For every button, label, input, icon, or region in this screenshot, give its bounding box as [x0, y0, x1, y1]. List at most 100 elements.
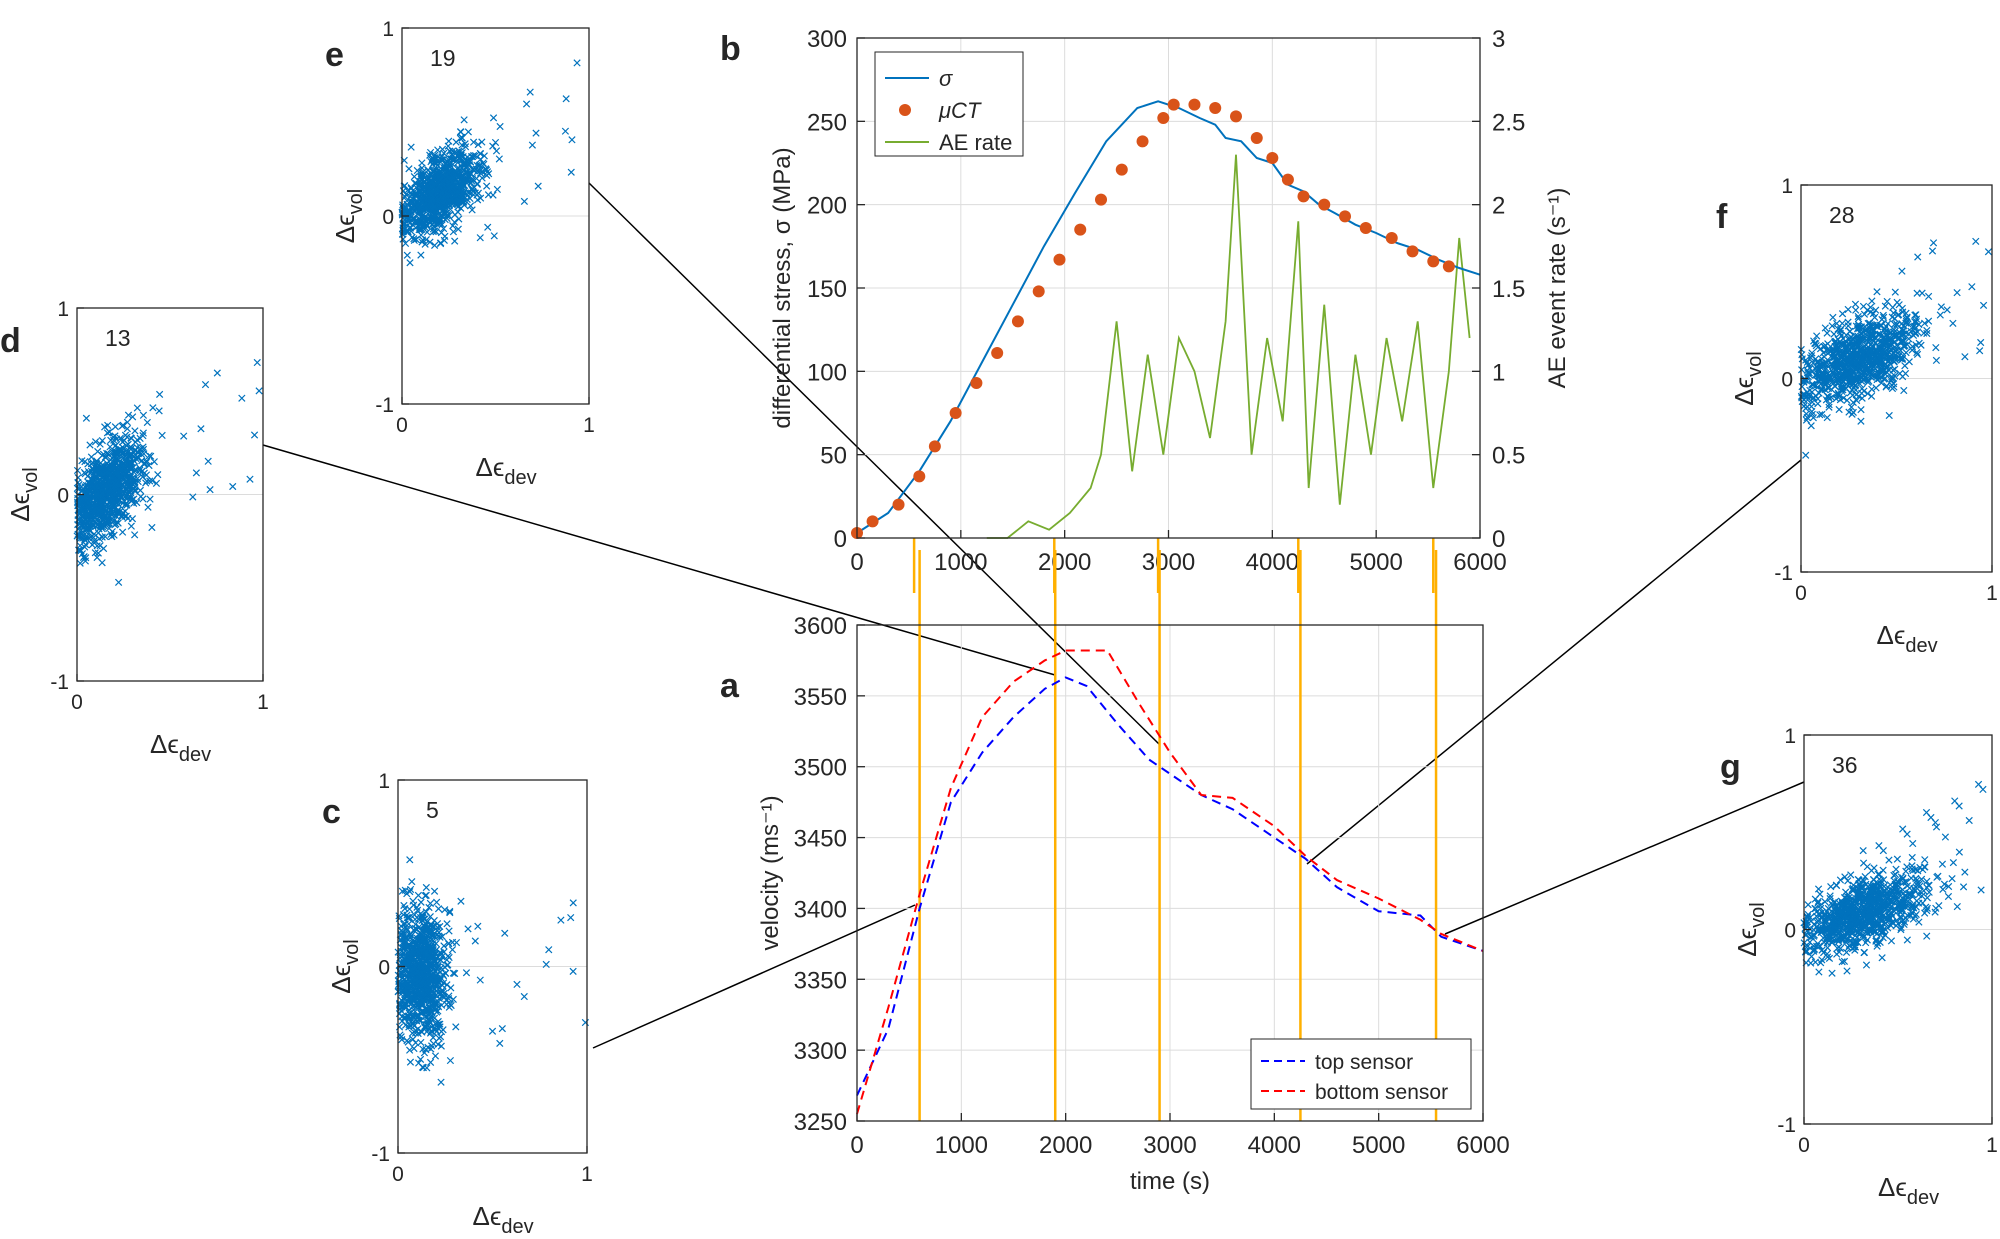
scatter-point [1961, 868, 1969, 876]
scatter-point [1928, 247, 1937, 255]
scatter-point [417, 1016, 425, 1025]
scatter-point [86, 495, 94, 503]
scatter-point [446, 1056, 455, 1065]
scatter-point [1859, 846, 1867, 855]
scatter-point [1832, 881, 1841, 890]
plot-frame [856, 624, 1484, 1122]
scatter-point [86, 441, 94, 449]
scatter-point [124, 440, 132, 448]
scatter-point [133, 444, 141, 452]
scatter-point [520, 197, 529, 206]
scatter-point [418, 1007, 426, 1015]
x-tick-label: 2000 [1039, 1132, 1092, 1159]
scatter-point [1838, 319, 1846, 328]
y-tick-label: 1 [1781, 175, 1793, 198]
scatter-point [82, 414, 91, 422]
scatter-point [493, 185, 501, 194]
scatter-point [398, 939, 406, 947]
scatter-points [1800, 780, 1987, 977]
scatter-point [1965, 816, 1973, 825]
scatter-point [142, 479, 150, 487]
x-tick-label: 0 [850, 1132, 863, 1159]
y-tick-label: 150 [807, 276, 847, 303]
scatter-point [457, 897, 465, 905]
x-tick-label: 4000 [1248, 1132, 1301, 1159]
scatter-point [520, 992, 528, 1001]
scatter-point [96, 440, 104, 448]
scatter-point [406, 958, 415, 967]
scatter-point [400, 942, 409, 951]
scatter-point [1858, 394, 1866, 402]
scatter-point [424, 1019, 432, 1027]
mu-ct-point [1318, 198, 1331, 211]
scatter-point [127, 522, 135, 530]
scatter-point [449, 969, 457, 977]
scatter-point [1811, 958, 1820, 966]
scatter-point [451, 969, 459, 978]
scatter-point [74, 478, 82, 487]
mu-ct-point [1266, 152, 1279, 164]
scatter-point [121, 455, 129, 463]
scatter-point [1972, 237, 1980, 245]
scatter-point [1811, 392, 1820, 400]
legend-entry: μCT [938, 98, 982, 123]
y-axis-label: Δϵvol [1729, 351, 1766, 405]
scatter-point [429, 1034, 437, 1042]
scatter-point [1937, 303, 1945, 311]
scatter-point [522, 100, 531, 108]
x-axis-label: Δϵdev [150, 729, 211, 766]
scatter-point [158, 431, 166, 440]
scatter-point [1979, 301, 1988, 309]
y-tick-label: -1 [375, 394, 394, 417]
y-tick-label: 0 [382, 206, 394, 229]
scatter-point [1903, 936, 1911, 944]
scatter-point [403, 251, 411, 259]
scatter-point [406, 934, 415, 942]
scatter-point [97, 501, 105, 509]
scatter-point [155, 407, 163, 415]
scatter-point [89, 482, 98, 491]
y-tick-label: 0 [378, 957, 390, 980]
scatter-point [106, 443, 114, 451]
scatter-point [1935, 902, 1943, 910]
mu-ct-point [1053, 253, 1066, 266]
scatter-point [410, 940, 419, 949]
scatter-point [105, 524, 113, 532]
y-tick-label: 0 [1781, 369, 1793, 392]
scatter-point [115, 510, 123, 519]
scatter-point [422, 1046, 430, 1054]
y-tick-label: -1 [50, 671, 69, 694]
scatter-point [410, 965, 418, 973]
scatter-point [445, 953, 453, 962]
scatter-point [148, 523, 156, 532]
scatter-point [1941, 833, 1950, 841]
y-tick-label: 0 [1784, 920, 1796, 943]
scatter-point [84, 525, 92, 533]
scatter-point [464, 925, 472, 933]
x-tick-label: 0 [71, 691, 83, 714]
scatter-point [1857, 417, 1865, 425]
panel-a-velocity-chart: 0 1000 2000 3000 4000 5000 6000325033003350340… [720, 550, 1510, 1195]
scatter-point [434, 1007, 442, 1015]
scatter-point [1921, 856, 1929, 864]
scatter-point [229, 482, 237, 491]
scatter-point [452, 138, 460, 146]
mu-ct-point [1011, 315, 1024, 328]
scatter-point [128, 479, 136, 487]
scatter-point [91, 438, 100, 446]
scatter-point [404, 1038, 412, 1046]
scatter-point [1924, 292, 1933, 301]
x-axis-label-sub: dev [504, 467, 536, 489]
scatter-point [426, 899, 434, 908]
scatter-point [137, 493, 145, 501]
scatter-point [492, 147, 501, 155]
scatter-point [436, 1023, 444, 1031]
scatter-point [130, 499, 138, 507]
mu-ct-point [1188, 98, 1201, 111]
scatter-point [426, 1058, 435, 1067]
scatter-point [437, 956, 445, 964]
scatter-point [1977, 886, 1985, 894]
y-right-tick-label: 3 [1492, 26, 1505, 53]
scatter-point [126, 451, 134, 460]
